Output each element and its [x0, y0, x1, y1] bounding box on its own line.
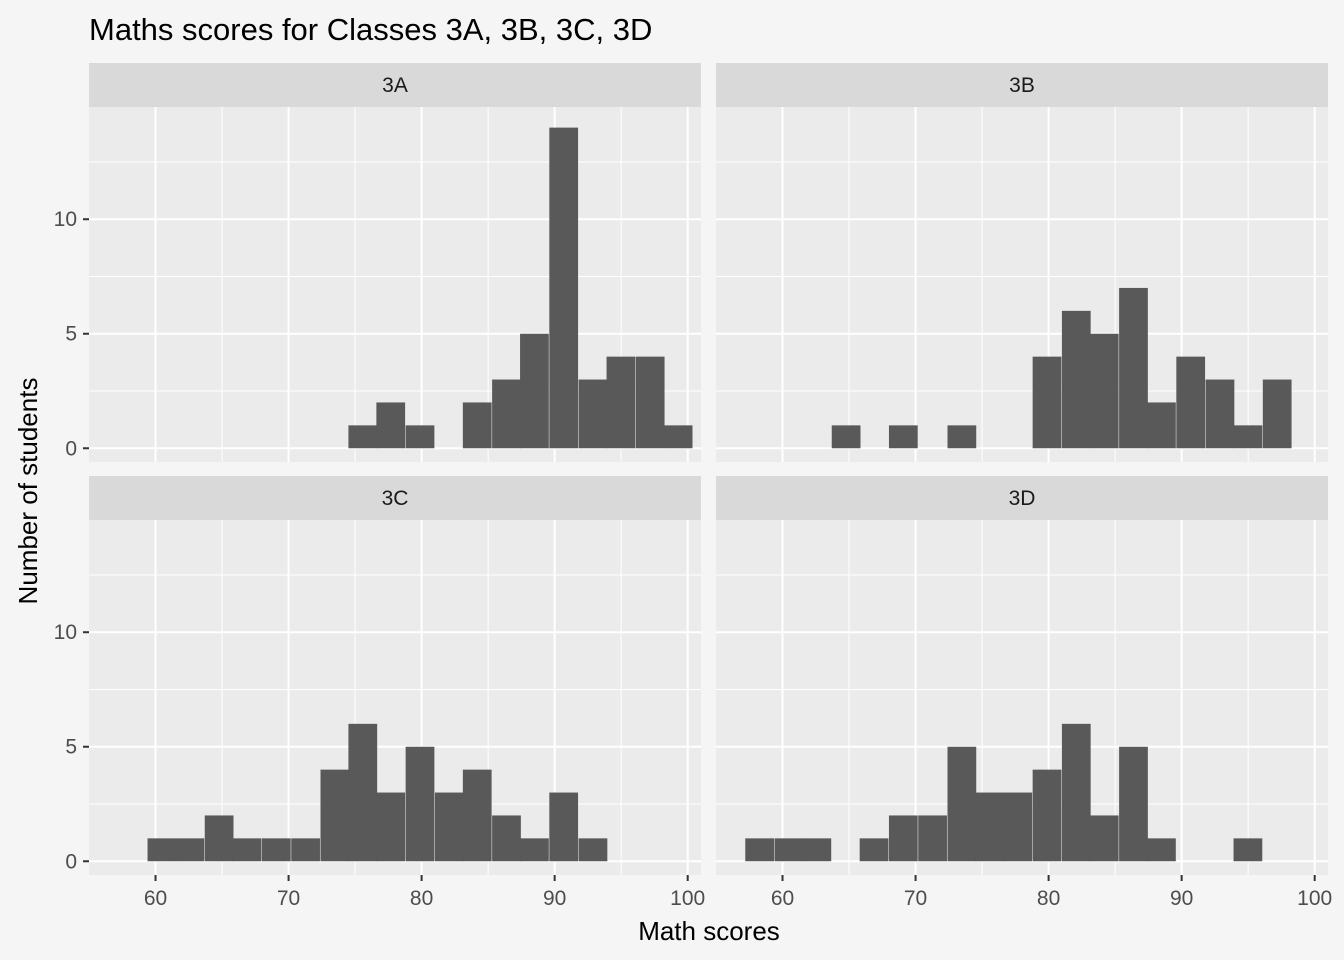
histogram-bar: [578, 379, 608, 449]
panel-background: [716, 107, 1328, 462]
histogram-bar: [774, 838, 804, 862]
histogram-bar: [320, 769, 350, 862]
histogram-bar: [405, 425, 435, 449]
histogram-bar: [549, 127, 579, 449]
y-tick-label: 5: [65, 323, 77, 346]
histogram-bar: [1089, 815, 1119, 862]
histogram-bar: [888, 815, 918, 862]
chart-title: Maths scores for Classes 3A, 3B, 3C, 3D: [89, 12, 652, 47]
histogram-bar: [859, 838, 889, 862]
histogram-bar: [1233, 838, 1263, 862]
y-axis-title: Number of students: [13, 378, 43, 605]
strip-background: [716, 63, 1328, 107]
histogram-bar: [204, 815, 234, 862]
panel-3A: 3A 0 5 10: [54, 63, 701, 462]
histogram-bar: [520, 838, 549, 862]
histogram-bar: [1032, 356, 1062, 449]
y-tick-label: 5: [65, 736, 77, 759]
y-tick-label: 10: [54, 208, 77, 231]
histogram-bar: [376, 402, 406, 449]
facet-panels: 3A 0 5 10 3B 3C 0 5 10 60 70 80 90 100 3D 60 70 80 90 100: [54, 63, 1332, 910]
x-tick-label: 90: [543, 887, 566, 910]
strip-background: [89, 476, 701, 520]
x-tick-label: 80: [410, 887, 433, 910]
histogram-bar: [175, 838, 205, 862]
histogram-bar: [147, 838, 177, 862]
histogram-bar: [1233, 425, 1263, 449]
histogram-bar: [1061, 310, 1091, 449]
strip-background: [716, 476, 1328, 520]
histogram-bar: [492, 379, 521, 449]
panel-3D: 3D 60 70 80 90 100: [716, 476, 1332, 910]
strip-label: 3D: [1009, 487, 1036, 510]
histogram-bar: [888, 425, 918, 449]
x-tick-label: 100: [670, 887, 705, 910]
histogram-bar: [606, 356, 636, 449]
histogram-bar: [348, 723, 378, 862]
histogram-bar: [405, 746, 435, 862]
histogram-bar: [1061, 723, 1091, 862]
histogram-bar: [232, 838, 262, 862]
histogram-bar: [635, 356, 665, 449]
x-tick-label: 70: [277, 887, 300, 910]
histogram-bar: [462, 402, 492, 449]
histogram-bar: [1147, 402, 1176, 449]
histogram-bar: [492, 815, 521, 862]
panel-3B: 3B: [716, 63, 1328, 462]
y-tick-label: 10: [54, 621, 77, 644]
histogram-bar: [520, 333, 549, 449]
histogram-bar: [1032, 769, 1062, 862]
histogram-bar: [434, 792, 464, 862]
strip-label: 3B: [1009, 74, 1035, 97]
histogram-bar: [348, 425, 378, 449]
histogram-bar: [745, 838, 775, 862]
strip-background: [89, 63, 701, 107]
x-tick-label: 80: [1037, 887, 1060, 910]
histogram-bar: [947, 746, 977, 862]
histogram-bar: [1119, 746, 1148, 862]
histogram-bar: [1147, 838, 1176, 862]
histogram-bar: [1205, 379, 1235, 449]
histogram-bar: [1089, 333, 1119, 449]
histogram-bar: [831, 425, 861, 449]
histogram-bar: [549, 792, 579, 862]
x-tick-label: 70: [904, 887, 927, 910]
histogram-bar: [1262, 379, 1292, 449]
histogram-bar: [578, 838, 608, 862]
histogram-bar: [802, 838, 832, 862]
x-tick-label: 60: [771, 887, 794, 910]
x-axis-title: Math scores: [638, 916, 780, 946]
histogram-bar: [975, 792, 1005, 862]
x-tick-label: 60: [144, 887, 167, 910]
y-tick-label: 0: [65, 850, 77, 873]
histogram-bar: [261, 838, 291, 862]
strip-label: 3A: [382, 74, 408, 97]
histogram-bar: [462, 769, 492, 862]
panel-3C: 3C 0 5 10 60 70 80 90 100: [54, 476, 705, 910]
histogram-bar: [947, 425, 977, 449]
x-tick-label: 100: [1297, 887, 1332, 910]
y-tick-label: 0: [65, 437, 77, 460]
histogram-bar: [291, 838, 320, 862]
histogram-bar: [918, 815, 947, 862]
strip-label: 3C: [382, 487, 409, 510]
x-tick-label: 90: [1170, 887, 1193, 910]
histogram-bar: [1003, 792, 1033, 862]
histogram-bar: [1176, 356, 1206, 449]
histogram-bar: [663, 425, 693, 449]
histogram-bar: [1119, 287, 1148, 449]
histogram-bar: [376, 792, 406, 862]
